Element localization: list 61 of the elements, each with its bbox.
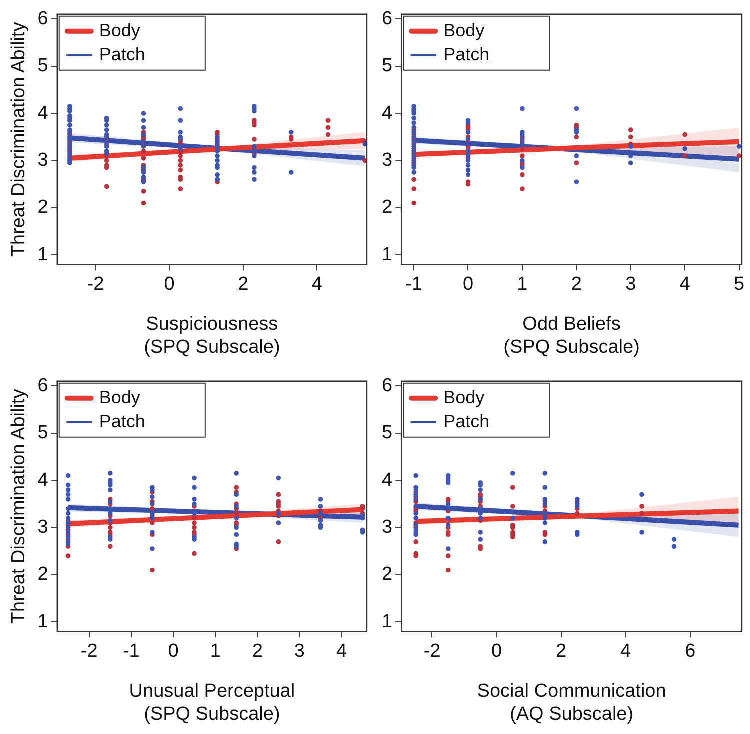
x-tick-label: 0: [164, 274, 175, 296]
x-axis-title: Odd Beliefs (SPQ Subscale): [504, 314, 640, 358]
y-tick-label: 1: [382, 244, 393, 266]
y-tick-label: 2: [38, 197, 48, 218]
x-tick-label: 0: [168, 641, 179, 662]
y-tick-label: 3: [38, 516, 48, 538]
y-tick-label: 4: [38, 102, 49, 124]
x-tick-label: -2: [87, 274, 104, 296]
x-tick-label: 4: [680, 274, 691, 296]
y-tick-label: 4: [382, 470, 393, 491]
x-tick-label: 4: [336, 641, 348, 662]
x-tick-label: 3: [626, 274, 636, 296]
x-tick-label: 0: [491, 641, 502, 662]
legend-label: Body: [444, 20, 485, 40]
x-axis-title: Social Communication (AQ Subscale): [477, 681, 666, 725]
y-tick-label: 5: [38, 422, 48, 444]
y-tick-label: 1: [382, 611, 393, 632]
y-axis-title: Threat Discrimination Ability: [8, 22, 30, 257]
legend-label: Patch: [99, 44, 146, 64]
x-axis-title: Suspiciousness (SPQ Subscale): [144, 314, 280, 358]
y-tick-label: 6: [382, 8, 393, 30]
legend-label: Body: [99, 387, 140, 408]
x-tick-label: -1: [406, 274, 422, 296]
legend-label: Body: [444, 387, 485, 408]
y-tick-label: 1: [38, 611, 48, 632]
legend-label: Patch: [444, 411, 490, 432]
y-tick-label: 2: [38, 564, 48, 586]
y-tick-label: 6: [38, 375, 48, 396]
legend-label: Body: [99, 20, 140, 40]
x-tick-label: 4: [620, 641, 632, 662]
y-tick-label: 6: [38, 8, 48, 30]
y-tick-label: 4: [382, 102, 393, 124]
x-tick-label: 3: [294, 641, 305, 662]
legend-label: Patch: [444, 44, 490, 64]
x-tick-label: 2: [571, 274, 582, 296]
x-axis-title: Unusual Perceptual (SPQ Subscale): [129, 681, 296, 725]
y-tick-label: 3: [38, 150, 48, 171]
x-tick-label: 6: [685, 641, 696, 662]
x-tick-label: 0: [462, 274, 474, 296]
legend-label: Patch: [99, 411, 146, 432]
x-tick-label: 1: [210, 641, 221, 662]
x-tick-label: 2: [556, 641, 567, 662]
x-tick-label: 1: [517, 274, 528, 296]
x-tick-label: 4: [312, 274, 323, 296]
y-tick-label: 5: [38, 56, 48, 77]
x-tick-label: -2: [80, 641, 98, 662]
y-tick-label: 3: [382, 516, 393, 538]
y-tick-label: 5: [382, 56, 393, 77]
x-tick-label: 2: [252, 641, 263, 662]
y-tick-label: 2: [382, 197, 393, 218]
y-tick-label: 3: [382, 150, 393, 171]
y-tick-label: 4: [38, 470, 49, 491]
x-tick-label: -1: [122, 641, 140, 662]
y-axis-title: Threat Discrimination Ability: [8, 388, 30, 624]
y-tick-label: 2: [382, 564, 393, 586]
x-tick-label: 2: [238, 274, 249, 296]
y-tick-label: 5: [382, 422, 393, 444]
y-tick-label: 6: [382, 375, 393, 396]
x-tick-label: -2: [424, 641, 441, 662]
y-tick-label: 1: [38, 244, 48, 266]
x-tick-label: 5: [734, 274, 745, 296]
